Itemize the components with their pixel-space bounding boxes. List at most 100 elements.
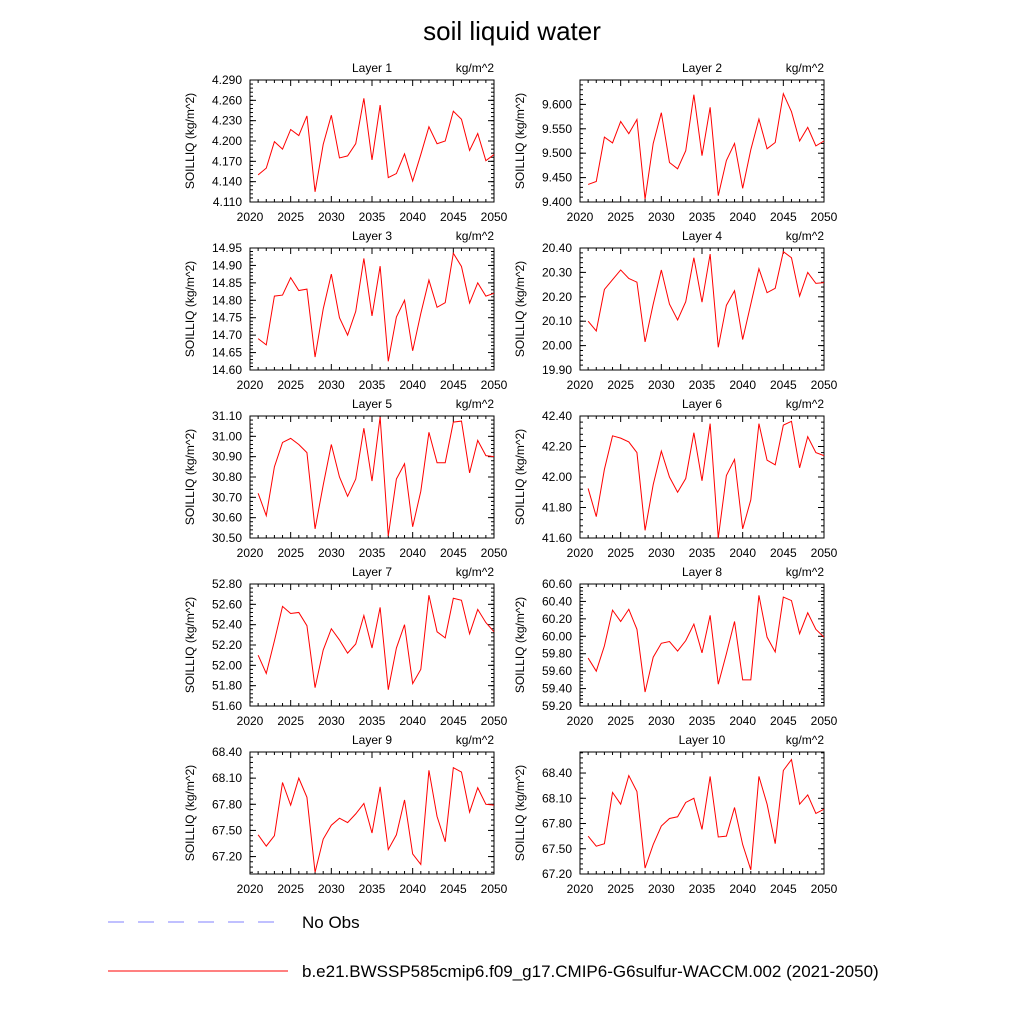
x-tick-label: 2025 — [607, 714, 634, 728]
x-tick-label: 2030 — [648, 210, 675, 224]
x-tick-label: 2050 — [811, 546, 838, 560]
panel-title: Layer 10 — [679, 733, 726, 747]
y-tick-label: 51.60 — [212, 699, 242, 713]
panel-units: kg/m^2 — [456, 565, 495, 579]
panel-7: Layer 7 kg/m^2 SOILLIQ (kg/m^2) 51.60 51.80 5… — [183, 565, 508, 728]
panel-10: Layer 10 kg/m^2 SOILLIQ (kg/m^2) 67.20 67.50… — [513, 733, 838, 896]
y-tick-label: 52.20 — [212, 638, 242, 652]
panel-4: Layer 4 kg/m^2 SOILLIQ (kg/m^2) 19.90 20.00 2… — [513, 229, 838, 392]
panel-title: Layer 8 — [682, 565, 722, 579]
y-tick-label: 68.10 — [542, 791, 572, 805]
y-tick-label: 30.70 — [212, 490, 242, 504]
panel-6: Layer 6 kg/m^2 SOILLIQ (kg/m^2) 41.60 41.80 4… — [513, 397, 838, 560]
series-line — [257, 251, 495, 362]
y-tick-label: 68.40 — [212, 745, 242, 759]
x-tick-label: 2040 — [399, 546, 426, 560]
x-tick-label: 2040 — [729, 546, 756, 560]
x-tick-label: 2035 — [359, 882, 386, 896]
x-tick-label: 2050 — [481, 714, 508, 728]
y-tick-label: 67.50 — [212, 823, 242, 837]
plot-frame — [579, 583, 825, 707]
x-tick-label: 2030 — [318, 882, 345, 896]
series-line — [257, 595, 495, 690]
x-tick-label: 2035 — [359, 378, 386, 392]
legend-label-2: b.e21.BWSSP585cmip6.f09_g17.CMIP6-G6sulf… — [302, 962, 879, 981]
plot-frame — [249, 247, 495, 371]
y-axis-label: SOILLIQ (kg/m^2) — [513, 597, 527, 693]
y-tick-label: 9.450 — [542, 171, 572, 185]
y-tick-label: 31.00 — [212, 429, 242, 443]
x-tick-label: 2030 — [648, 378, 675, 392]
y-axis-label: SOILLIQ (kg/m^2) — [513, 429, 527, 525]
y-tick-label: 30.80 — [212, 470, 242, 484]
y-tick-label: 9.600 — [542, 97, 572, 111]
x-tick-label: 2030 — [648, 546, 675, 560]
y-tick-label: 20.40 — [542, 241, 572, 255]
y-tick-label: 52.60 — [212, 597, 242, 611]
series-line — [257, 766, 495, 873]
x-tick-label: 2040 — [729, 714, 756, 728]
x-tick-label: 2025 — [277, 210, 304, 224]
y-tick-label: 14.80 — [212, 293, 242, 307]
x-tick-label: 2045 — [770, 378, 797, 392]
x-tick-label: 2045 — [770, 714, 797, 728]
y-axis-label: SOILLIQ (kg/m^2) — [183, 765, 197, 861]
y-tick-label: 20.30 — [542, 265, 572, 279]
plot-frame — [579, 79, 825, 203]
x-tick-label: 2040 — [399, 210, 426, 224]
x-tick-label: 2045 — [440, 378, 467, 392]
y-tick-label: 20.00 — [542, 339, 572, 353]
y-tick-label: 14.70 — [212, 328, 242, 342]
y-tick-label: 19.90 — [542, 363, 572, 377]
x-tick-label: 2045 — [440, 714, 467, 728]
y-axis-label: SOILLIQ (kg/m^2) — [183, 597, 197, 693]
y-tick-label: 4.200 — [212, 134, 242, 148]
y-tick-label: 14.95 — [212, 241, 242, 255]
x-tick-label: 2020 — [567, 210, 594, 224]
y-axis-label: SOILLIQ (kg/m^2) — [513, 93, 527, 189]
x-tick-label: 2025 — [607, 882, 634, 896]
x-tick-label: 2020 — [567, 546, 594, 560]
x-tick-label: 2050 — [481, 882, 508, 896]
x-tick-label: 2050 — [811, 210, 838, 224]
plot-frame — [249, 79, 495, 203]
plot-frame — [249, 415, 495, 539]
y-tick-label: 31.10 — [212, 409, 242, 423]
y-tick-label: 59.60 — [542, 664, 572, 678]
y-tick-label: 68.40 — [542, 766, 572, 780]
plot-frame — [579, 247, 825, 371]
panel-2: Layer 2 kg/m^2 SOILLIQ (kg/m^2) 9.400 9.450 9… — [513, 61, 838, 224]
panel-title: Layer 5 — [352, 397, 392, 411]
panel-title: Layer 3 — [352, 229, 392, 243]
x-tick-label: 2050 — [811, 714, 838, 728]
x-tick-label: 2025 — [277, 378, 304, 392]
y-tick-label: 60.00 — [542, 629, 572, 643]
x-tick-label: 2035 — [689, 210, 716, 224]
y-tick-label: 4.260 — [212, 93, 242, 107]
x-tick-label: 2020 — [237, 210, 264, 224]
x-tick-label: 2050 — [481, 546, 508, 560]
plot-frame — [579, 415, 825, 539]
x-tick-label: 2040 — [399, 714, 426, 728]
x-tick-label: 2030 — [318, 378, 345, 392]
x-tick-label: 2030 — [318, 210, 345, 224]
panel-5: Layer 5 kg/m^2 SOILLIQ (kg/m^2) 30.50 30.60 3… — [183, 397, 508, 560]
y-tick-label: 67.20 — [542, 867, 572, 881]
x-tick-label: 2050 — [481, 210, 508, 224]
y-tick-label: 60.60 — [542, 577, 572, 591]
x-tick-label: 2020 — [237, 714, 264, 728]
y-tick-label: 67.80 — [212, 797, 242, 811]
y-tick-label: 68.10 — [212, 771, 242, 785]
y-tick-label: 67.80 — [542, 817, 572, 831]
x-tick-label: 2020 — [237, 546, 264, 560]
y-tick-label: 30.60 — [212, 511, 242, 525]
y-tick-label: 4.140 — [212, 175, 242, 189]
y-tick-label: 42.20 — [542, 440, 572, 454]
x-tick-label: 2035 — [689, 378, 716, 392]
y-tick-label: 60.20 — [542, 612, 572, 626]
x-tick-label: 2045 — [440, 882, 467, 896]
x-tick-label: 2025 — [277, 714, 304, 728]
panel-1: Layer 1 kg/m^2 SOILLIQ (kg/m^2) 4.110 4.140 4… — [183, 61, 508, 224]
panel-9: Layer 9 kg/m^2 SOILLIQ (kg/m^2) 67.20 67.50 6… — [183, 733, 508, 896]
